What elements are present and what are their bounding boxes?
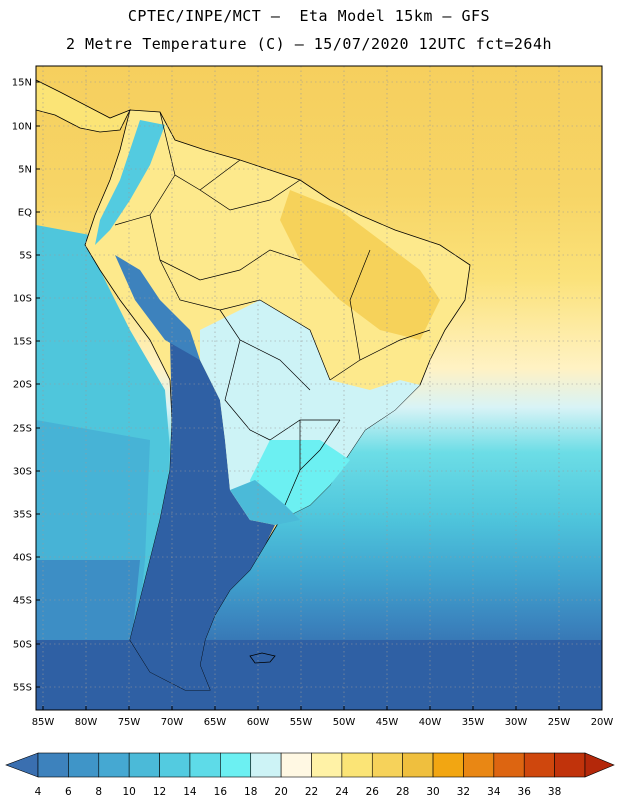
colorbar-segment <box>220 752 252 778</box>
colorbar-label: 16 <box>214 786 228 798</box>
colorbar-segment <box>432 752 464 778</box>
lat-tick-label: 40S <box>13 553 32 564</box>
lat-tick-label: EQ <box>18 208 32 219</box>
lat-tick-label: 20S <box>13 380 32 391</box>
colorbar-low-arrow <box>5 752 39 778</box>
colorbar-segment <box>98 752 130 778</box>
colorbar-segment <box>463 752 495 778</box>
colorbar-segment <box>250 752 282 778</box>
amazon-warm-region <box>280 190 440 340</box>
lon-tick-label: 40W <box>419 717 442 728</box>
colorbar-label: 14 <box>183 786 197 798</box>
lat-tick-label: 10N <box>12 122 32 133</box>
lon-tick-label: 70W <box>161 717 184 728</box>
colorbar-label: 26 <box>366 786 380 798</box>
colorbar-segment <box>341 752 373 778</box>
title-line-1: CPTEC/INPE/MCT – Eta Model 15km – GFS <box>127 7 491 25</box>
lat-tick-label: 10S <box>13 294 32 305</box>
colorbar-label: 22 <box>305 786 318 798</box>
andes-cold-region <box>130 340 275 690</box>
lon-tick-label: 85W <box>32 717 55 728</box>
colorbar-segment <box>493 752 525 778</box>
colorbar-label: 20 <box>274 786 287 798</box>
colorbar-segment <box>68 752 100 778</box>
lon-tick-label: 60W <box>247 717 270 728</box>
latitude-axis: 15N 10N 5N EQ 5S 10S 15S 20S 25S 30S 35S 40S 45S 50S 5… <box>12 78 40 694</box>
country-borders <box>114 111 431 506</box>
colorbar-label: 12 <box>153 786 166 798</box>
southern-ocean <box>36 640 602 710</box>
map-area <box>36 66 602 710</box>
andes-north-ridge <box>95 120 165 245</box>
colorbar-label: 4 <box>35 786 42 798</box>
lon-tick-label: 80W <box>75 717 98 728</box>
lat-tick-label: 15N <box>12 78 32 89</box>
lat-tick-label: 50S <box>13 640 32 651</box>
colorbar-label: 28 <box>396 786 409 798</box>
lat-tick-label: 15S <box>13 337 32 348</box>
lon-tick-label: 35W <box>462 717 485 728</box>
lon-tick-label: 25W <box>548 717 571 728</box>
subtropical-mild-region <box>200 300 420 520</box>
graticule <box>36 66 602 710</box>
lon-tick-label: 20W <box>591 717 614 728</box>
lat-tick-label: 5N <box>18 165 32 176</box>
colorbar-high-arrow <box>584 752 615 778</box>
lat-tick-label: 55S <box>13 683 32 694</box>
colorbar-segment <box>189 752 221 778</box>
andes-cool-band <box>115 255 200 360</box>
lon-tick-label: 50W <box>333 717 356 728</box>
title-line-2: 2 Metre Temperature (C) – 15/07/2020 12U… <box>65 35 553 53</box>
colorbar: 4 6 8 10 12 14 16 18 20 22 24 26 28 30 32 34 36 38 <box>5 752 615 798</box>
colorbar-segment <box>280 752 312 778</box>
colorbar-label: 32 <box>457 786 470 798</box>
colorbar-segment <box>371 752 403 778</box>
colorbar-label: 24 <box>335 786 349 798</box>
lat-tick-label: 5S <box>19 251 32 262</box>
colorbar-label: 18 <box>244 786 257 798</box>
colorbar-label: 36 <box>518 786 532 798</box>
colorbar-label: 34 <box>487 786 501 798</box>
lon-tick-label: 75W <box>118 717 141 728</box>
colorbar-label: 10 <box>122 786 135 798</box>
map-frame <box>35 65 603 711</box>
colorbar-segment <box>311 752 343 778</box>
colorbar-label: 30 <box>426 786 439 798</box>
lat-tick-label: 35S <box>13 510 32 521</box>
falkland-islands <box>249 652 276 664</box>
lat-tick-label: 45S <box>13 596 32 607</box>
colorbar-segment <box>128 752 160 778</box>
lat-tick-label: 25S <box>13 424 32 435</box>
colorbar-segment <box>523 752 555 778</box>
lat-tick-label: 30S <box>13 467 32 478</box>
colorbar-label: 8 <box>95 786 102 798</box>
colorbar-label: 6 <box>65 786 72 798</box>
central-america <box>36 79 131 133</box>
longitude-axis: 85W 80W 75W 70W 65W 60W 55W 50W 45W 40W 35W 30W 25W 2… <box>32 706 614 728</box>
colorbar-segment <box>554 752 586 778</box>
lon-tick-label: 30W <box>505 717 528 728</box>
lon-tick-label: 55W <box>290 717 313 728</box>
colorbar-label: 38 <box>548 786 561 798</box>
lon-tick-label: 65W <box>204 717 227 728</box>
colorbar-segment <box>37 752 69 778</box>
lon-tick-label: 45W <box>376 717 399 728</box>
colorbar-segment <box>402 752 434 778</box>
colorbar-segment <box>159 752 191 778</box>
